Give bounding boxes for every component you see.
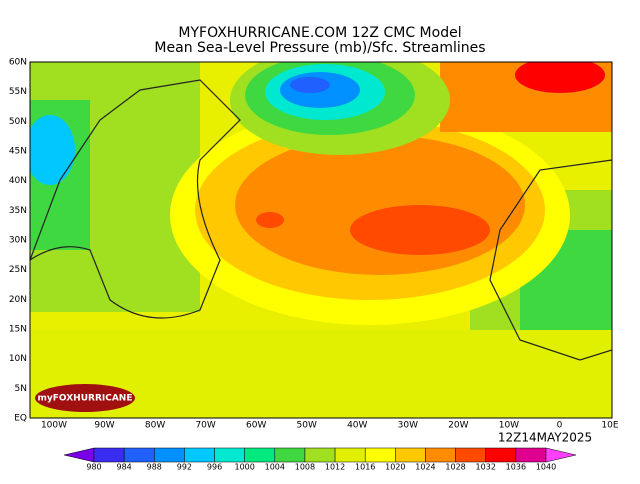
colorbar-cell xyxy=(244,447,276,463)
lat-label: 40N xyxy=(9,176,27,186)
colorbar-cell xyxy=(364,447,396,463)
lat-label: 10N xyxy=(9,354,27,364)
lat-label: 55N xyxy=(9,87,27,97)
colorbar-label: 1004 xyxy=(265,463,285,472)
lat-label: 30N xyxy=(9,236,27,246)
colorbar-cell xyxy=(425,447,456,463)
lat-label: 35N xyxy=(9,206,27,216)
lat-label: 60N xyxy=(9,58,27,68)
colorbar-label: 980 xyxy=(86,463,101,472)
lon-label: 10E xyxy=(601,421,618,431)
colorbar-cell xyxy=(455,447,486,463)
colorbar-label: 984 xyxy=(116,463,131,472)
lon-label: 50W xyxy=(297,421,317,431)
logo: myFOXHURRICANE xyxy=(35,384,135,412)
colorbar-end xyxy=(545,447,577,463)
valid-time: 12Z14MAY2025 xyxy=(498,431,592,445)
colorbar-label: 1028 xyxy=(445,463,465,472)
colorbar-label: 1012 xyxy=(325,463,345,472)
lat-label: 25N xyxy=(9,265,27,275)
colorbar-cell xyxy=(515,447,547,463)
colorbar-cell xyxy=(395,447,426,463)
colorbar-label: 996 xyxy=(207,463,222,472)
colorbar-cell xyxy=(184,447,215,463)
lon-label: 90W xyxy=(94,421,114,431)
colorbar-label: 988 xyxy=(147,463,162,472)
lon-label: 60W xyxy=(246,421,266,431)
lon-label: 0 xyxy=(557,421,563,431)
colorbar-cell xyxy=(485,447,517,463)
lat-label: 5N xyxy=(15,384,27,394)
lon-label: 30W xyxy=(398,421,418,431)
colorbar-cell xyxy=(123,447,155,463)
colorbar-cell xyxy=(304,447,336,463)
subtitle: Mean Sea-Level Pressure (mb)/Sfc. Stream… xyxy=(154,40,485,56)
logo-text: myFOXHURRICANE xyxy=(38,394,133,404)
colorbar-cell xyxy=(214,447,245,463)
map-field xyxy=(29,61,613,419)
lon-label: 70W xyxy=(195,421,215,431)
lat-label: 20N xyxy=(9,295,27,305)
colorbar-cell xyxy=(154,447,185,463)
colorbar-label: 1000 xyxy=(234,463,254,472)
lat-label: EQ xyxy=(14,414,27,424)
colorbar-label: 1036 xyxy=(506,463,526,472)
colorbar-end xyxy=(63,447,95,463)
lat-label: 50N xyxy=(9,117,27,127)
lat-label: 15N xyxy=(9,325,27,335)
colorbar-label: 1020 xyxy=(385,463,405,472)
colorbar-label: 1040 xyxy=(536,463,556,472)
lon-label: 40W xyxy=(347,421,367,431)
colorbar-label: 992 xyxy=(177,463,192,472)
lon-label: 100W xyxy=(41,421,67,431)
colorbar-label: 1024 xyxy=(415,463,435,472)
colorbar-label: 1008 xyxy=(295,463,315,472)
colorbar-cell xyxy=(93,447,125,463)
colorbar-cell xyxy=(334,447,366,463)
colorbar-label: 1016 xyxy=(355,463,375,472)
colorbar-cell xyxy=(274,447,306,463)
title: MYFOXHURRICANE.COM 12Z CMC Model xyxy=(178,25,461,41)
lat-label: 45N xyxy=(9,147,27,157)
lon-label: 10W xyxy=(499,421,519,431)
colorbar-label: 1032 xyxy=(476,463,496,472)
lon-label: 80W xyxy=(145,421,165,431)
lon-label: 20W xyxy=(448,421,468,431)
